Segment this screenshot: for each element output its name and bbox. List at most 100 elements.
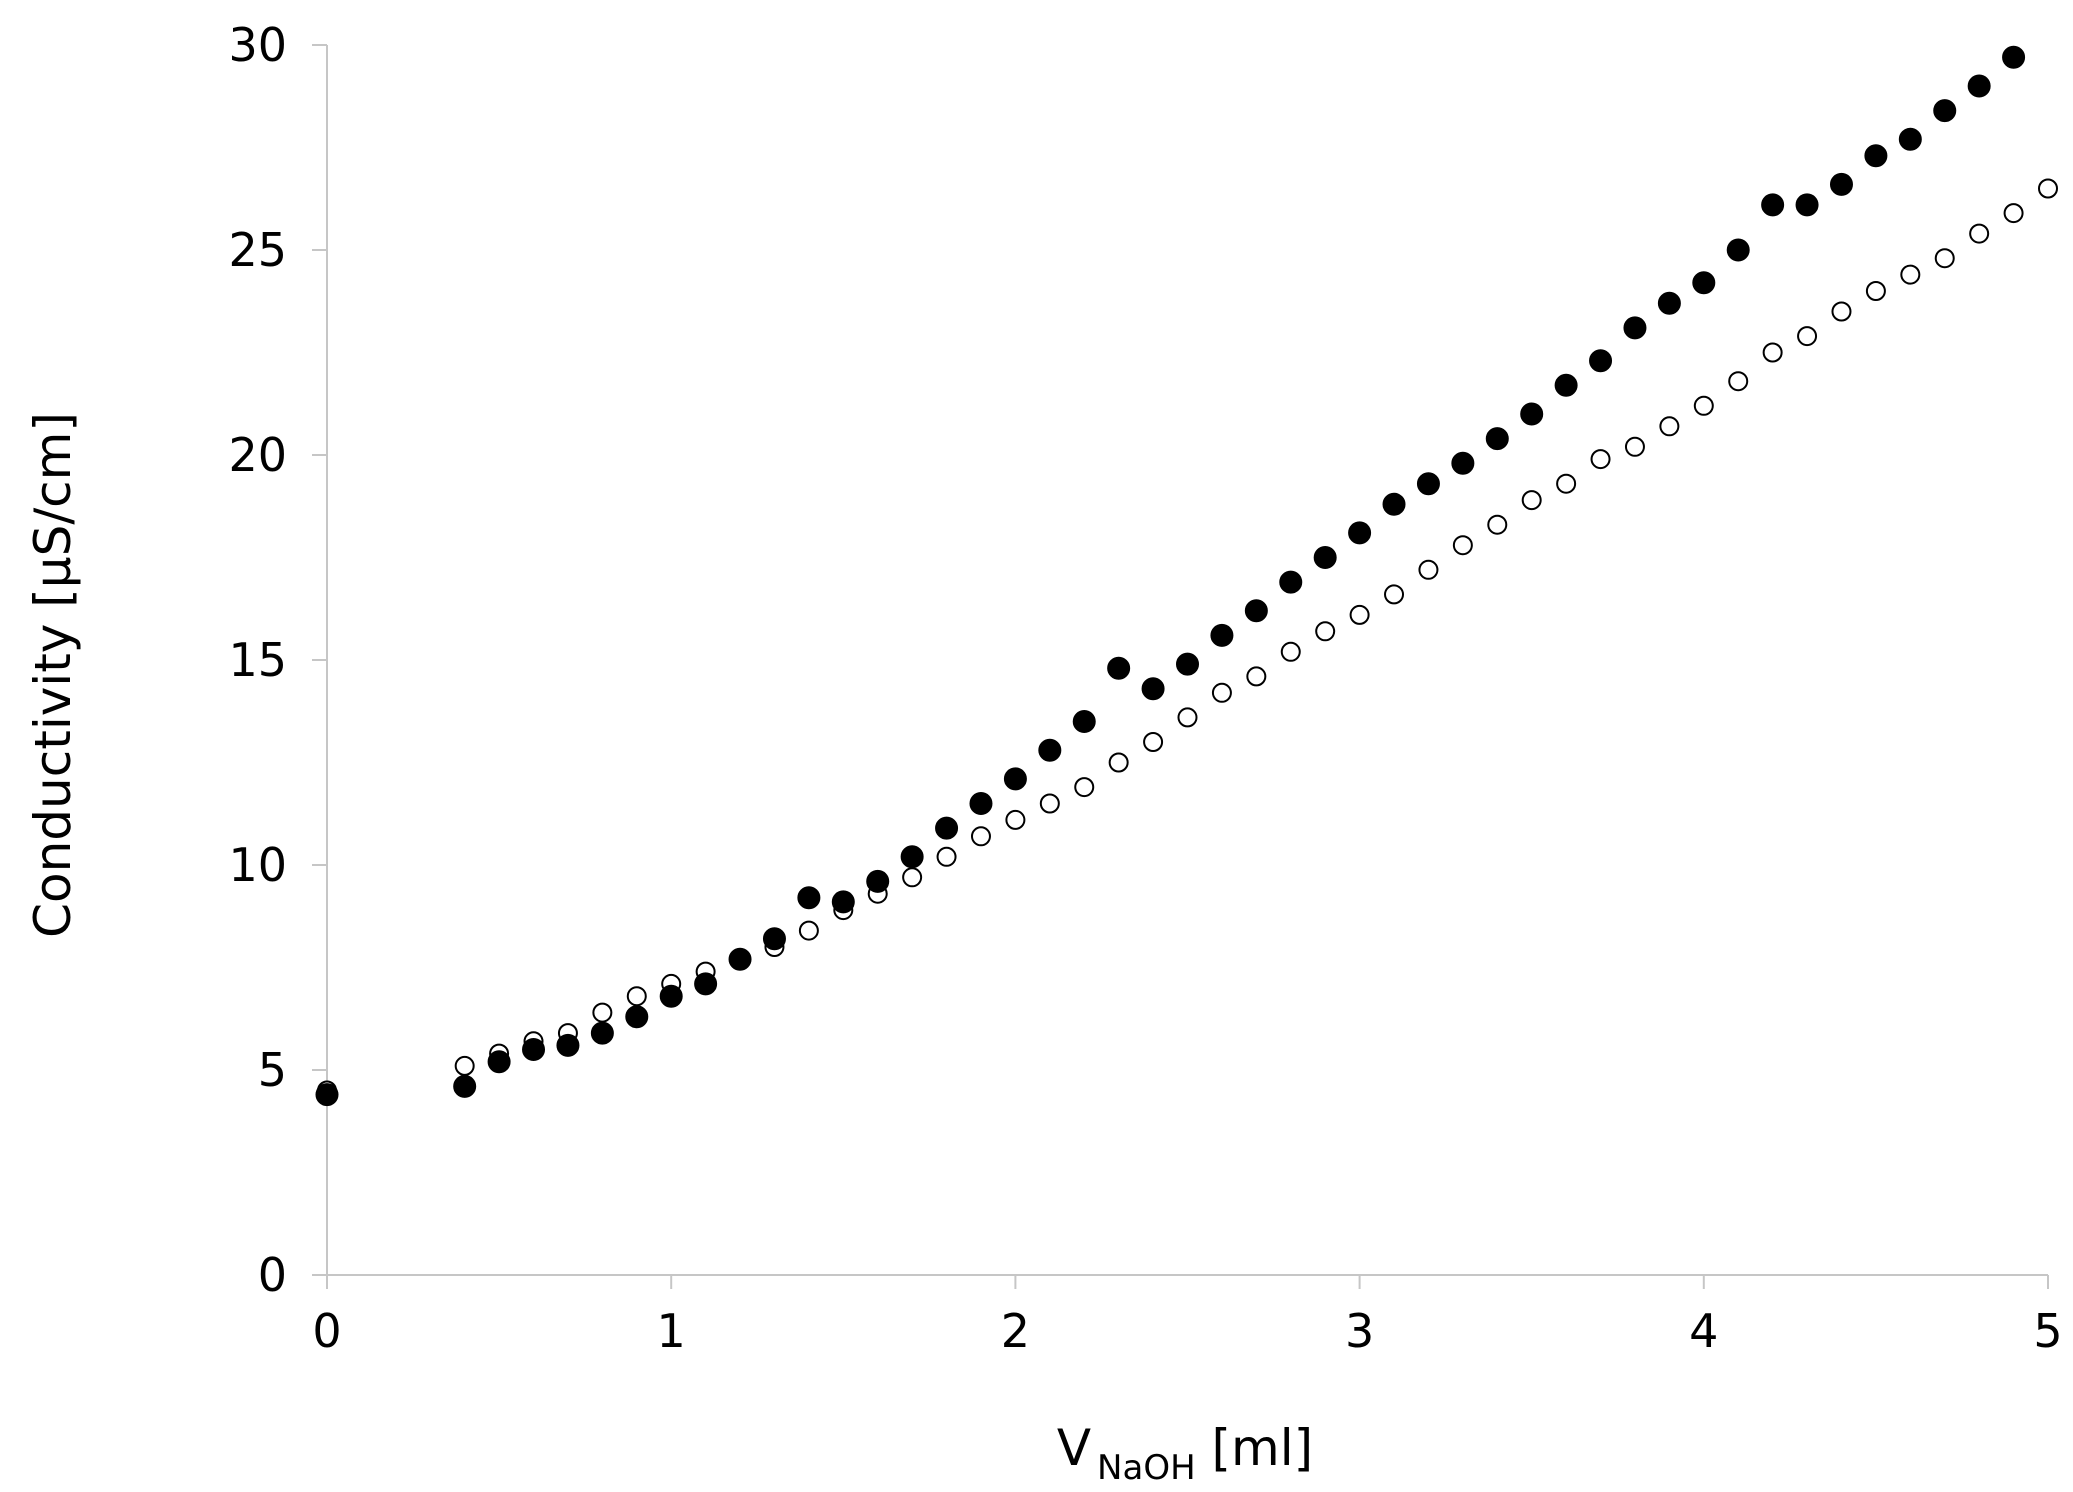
data-point-open xyxy=(1452,535,1473,556)
data-point-open xyxy=(1211,682,1232,703)
data-point-filled xyxy=(590,1021,614,1045)
data-point-filled xyxy=(797,886,821,910)
data-point-filled xyxy=(2002,45,2026,69)
data-point-filled xyxy=(1829,172,1853,196)
y-tick-label: 5 xyxy=(258,1043,287,1097)
data-point-filled xyxy=(1072,710,1096,733)
data-point-filled xyxy=(1003,767,1027,791)
data-point-filled xyxy=(1726,238,1750,262)
data-point-filled xyxy=(1038,738,1062,762)
x-tick-label: 4 xyxy=(1689,1304,1718,1358)
data-point-filled xyxy=(1416,472,1440,496)
x-tick-label: 2 xyxy=(1001,1304,1030,1358)
data-point-open xyxy=(1693,395,1714,416)
data-point-filled xyxy=(1348,521,1372,545)
data-point-open xyxy=(1865,281,1886,301)
y-tick-label: 0 xyxy=(258,1248,287,1302)
x-tick-label: 3 xyxy=(1345,1304,1374,1358)
series-1 xyxy=(315,45,2026,1107)
data-point-filled xyxy=(1141,677,1165,701)
data-point-open xyxy=(1969,223,1990,244)
x-axis-ticks: 0 1 2 3 4 5 xyxy=(312,1275,2063,1358)
data-point-open xyxy=(1624,436,1645,457)
data-point-open xyxy=(936,846,957,867)
data-point-filled xyxy=(487,1050,511,1074)
data-point-filled xyxy=(1520,402,1544,426)
data-point-filled xyxy=(1657,291,1681,315)
data-point-open xyxy=(1659,416,1680,437)
y-tick-label: 20 xyxy=(228,428,287,482)
data-point-filled xyxy=(831,890,855,914)
data-point-open xyxy=(902,867,923,888)
data-point-filled xyxy=(1795,193,1819,217)
data-point-open xyxy=(1108,752,1129,773)
data-point-open xyxy=(2003,203,2024,224)
y-axis-ticks: 0 5 10 15 20 25 30 xyxy=(228,18,327,1302)
data-point-open xyxy=(1315,621,1336,642)
data-point-open xyxy=(592,1002,613,1023)
data-point-filled xyxy=(556,1033,580,1057)
data-point-filled xyxy=(900,845,924,869)
data-point-open xyxy=(1039,793,1060,814)
data-point-filled xyxy=(935,816,959,840)
data-point-open xyxy=(1521,490,1542,511)
data-point-filled xyxy=(659,984,683,1008)
data-point-filled xyxy=(315,1083,339,1107)
data-point-open xyxy=(1384,584,1405,605)
data-point-filled xyxy=(1210,623,1234,647)
data-point-open xyxy=(1143,732,1164,752)
data-point-open xyxy=(1349,604,1370,625)
y-tick-label: 15 xyxy=(228,633,287,687)
data-point-filled xyxy=(1313,546,1337,569)
data-point-filled xyxy=(522,1038,546,1061)
data-point-filled xyxy=(762,927,786,951)
y-axis-label: Conductivity [μS/cm] xyxy=(24,412,82,938)
data-point-open xyxy=(1005,809,1026,830)
y-tick-label: 25 xyxy=(228,223,287,277)
data-point-open xyxy=(1487,514,1508,535)
data-point-filled xyxy=(1967,74,1991,98)
data-point-filled xyxy=(1761,193,1785,217)
data-point-filled xyxy=(1898,127,1922,151)
data-point-open xyxy=(970,826,991,847)
data-point-filled xyxy=(1176,652,1199,676)
data-point-filled xyxy=(625,1005,649,1029)
data-point-filled xyxy=(1382,492,1406,516)
x-tick-label: 1 xyxy=(657,1304,686,1358)
y-tick-label: 10 xyxy=(228,838,287,892)
data-point-open xyxy=(1280,641,1301,662)
data-point-open xyxy=(1418,559,1439,580)
y-tick-label: 30 xyxy=(228,18,287,72)
x-axis-label: V NaOH [ml] xyxy=(1057,1419,1313,1488)
data-point-open xyxy=(454,1055,475,1076)
data-point-open xyxy=(1590,449,1611,470)
data-point-filled xyxy=(1623,316,1647,340)
data-point-filled xyxy=(1244,599,1268,623)
x-tick-label: 0 xyxy=(312,1304,341,1358)
data-point-open xyxy=(1831,301,1852,322)
data-point-filled xyxy=(1451,451,1475,475)
data-point-open xyxy=(1728,371,1749,392)
data-point-filled xyxy=(1692,271,1716,295)
data-point-open xyxy=(1900,264,1921,285)
data-point-filled xyxy=(453,1074,477,1098)
data-point-open xyxy=(1177,707,1198,728)
x-axis-label-main: V xyxy=(1057,1419,1091,1477)
data-point-filled xyxy=(1589,349,1613,373)
data-point-open xyxy=(1797,326,1818,347)
plot-area xyxy=(315,45,2058,1107)
data-point-filled xyxy=(694,972,718,996)
data-point-open xyxy=(2038,178,2058,199)
data-point-filled xyxy=(1279,570,1303,594)
data-point-filled xyxy=(1864,144,1888,168)
data-point-filled xyxy=(1485,427,1509,451)
data-point-filled xyxy=(866,869,890,893)
data-point-open xyxy=(1246,666,1267,687)
data-point-filled xyxy=(728,947,752,971)
x-axis-label-unit: [ml] xyxy=(1196,1419,1314,1477)
data-point-open xyxy=(798,920,819,941)
data-point-filled xyxy=(1933,99,1957,123)
data-point-open xyxy=(626,986,647,1007)
data-point-filled xyxy=(1107,656,1131,680)
